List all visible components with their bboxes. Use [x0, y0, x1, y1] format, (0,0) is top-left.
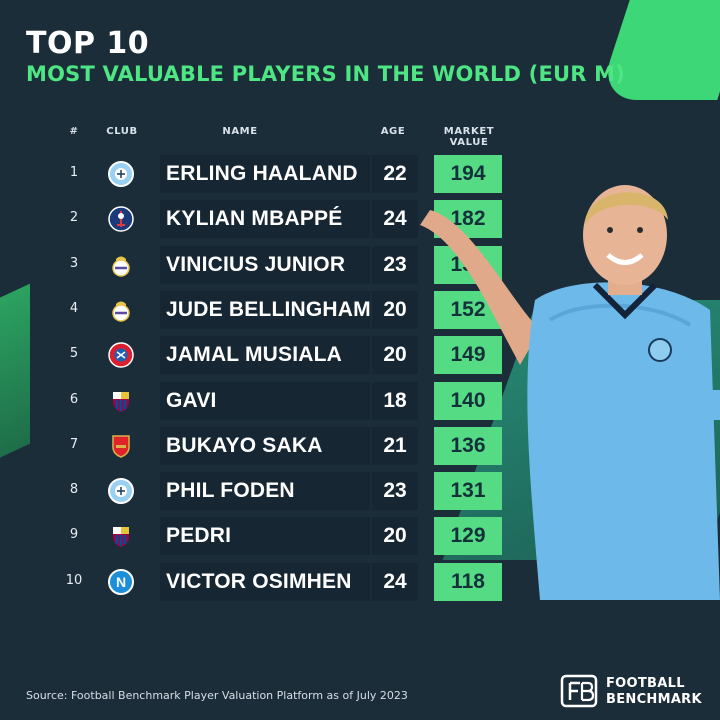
market-value: 140	[434, 381, 502, 420]
market-value: 136	[434, 426, 502, 465]
player-name: KYLIAN MBAPPÉ	[160, 200, 370, 239]
header-name: NAME	[222, 126, 258, 137]
rank-label: 8	[69, 482, 79, 498]
real-madrid-crest-icon	[107, 251, 135, 279]
brand-name: FOOTBALL BENCHMARK	[606, 676, 702, 708]
header-age: AGE	[380, 126, 406, 137]
player-name: BUKAYO SAKA	[160, 426, 370, 465]
man-city-crest-icon	[107, 160, 135, 188]
header-rank: #	[69, 126, 79, 137]
source-note: Source: Football Benchmark Player Valuat…	[26, 689, 408, 702]
market-value: 129	[434, 517, 502, 556]
rank-label: 1	[69, 165, 79, 180]
header-market-value: MARKET VALUE	[443, 126, 495, 148]
brand-line-2: BENCHMARK	[606, 692, 702, 707]
rank-label: 10	[65, 572, 83, 588]
arsenal-crest-icon	[107, 432, 135, 460]
player-age: 20	[372, 336, 418, 375]
table-row: 8 PHIL FODEN 23 131	[0, 472, 520, 511]
player-age: 24	[372, 200, 418, 239]
player-age: 23	[372, 472, 418, 511]
player-name: PHIL FODEN	[160, 472, 370, 511]
table-row: 10 N VICTOR OSIMHEN 24 118	[0, 562, 520, 601]
bayern-crest-icon	[107, 341, 135, 369]
player-name: GAVI	[160, 381, 370, 420]
rank-label: 6	[69, 391, 79, 407]
rank-label: 9	[69, 527, 79, 543]
football-benchmark-logo: FOOTBALL BENCHMARK	[560, 674, 710, 710]
table-row: 6 GAVI 18 140	[0, 381, 520, 420]
player-photo	[420, 185, 720, 600]
player-name: VINICIUS JUNIOR	[160, 245, 370, 284]
market-value: 194	[434, 155, 502, 193]
real-madrid-crest-icon	[107, 296, 135, 324]
player-age: 18	[372, 381, 418, 420]
player-age: 24	[372, 562, 418, 601]
table-row: 1 ERLING HAALAND 22 194	[0, 155, 520, 193]
player-name: PEDRI	[160, 517, 370, 556]
svg-text:N: N	[116, 574, 126, 590]
fb-logo-icon	[560, 674, 598, 708]
player-name: JUDE BELLINGHAM	[160, 290, 371, 329]
rank-label: 4	[69, 300, 79, 316]
player-age: 20	[372, 517, 418, 556]
rank-label: 2	[69, 210, 79, 226]
barcelona-crest-icon	[107, 387, 135, 415]
player-age: 22	[372, 155, 418, 193]
header-club: CLUB	[106, 126, 138, 137]
market-value: 118	[434, 562, 502, 601]
market-value: 131	[434, 472, 502, 511]
rank-label: 5	[69, 346, 79, 362]
player-age: 20	[372, 290, 418, 329]
man-city-crest-icon	[107, 477, 135, 505]
chart-subtitle: MOST VALUABLE PLAYERS IN THE WORLD (EUR …	[26, 62, 626, 86]
rank-label: 7	[69, 436, 79, 452]
table-row: 5 JAMAL MUSIALA 20 149	[0, 336, 520, 375]
player-age: 21	[372, 426, 418, 465]
player-name: JAMAL MUSIALA	[160, 336, 370, 375]
table-row: 7 BUKAYO SAKA 21 136	[0, 426, 520, 465]
brand-line-1: FOOTBALL	[606, 676, 685, 691]
player-name: VICTOR OSIMHEN	[160, 562, 370, 601]
market-value: 149	[434, 336, 502, 375]
table-row: 4 JUDE BELLINGHAM 20 152	[0, 290, 520, 329]
chart-title: TOP 10	[26, 26, 150, 61]
psg-crest-icon	[107, 205, 135, 233]
table-row: 9 PEDRI 20 129	[0, 517, 520, 556]
barcelona-crest-icon	[107, 522, 135, 550]
napoli-crest-icon: N	[107, 568, 135, 596]
rank-label: 3	[69, 255, 79, 271]
player-name: ERLING HAALAND	[160, 155, 370, 193]
player-age: 23	[372, 245, 418, 284]
